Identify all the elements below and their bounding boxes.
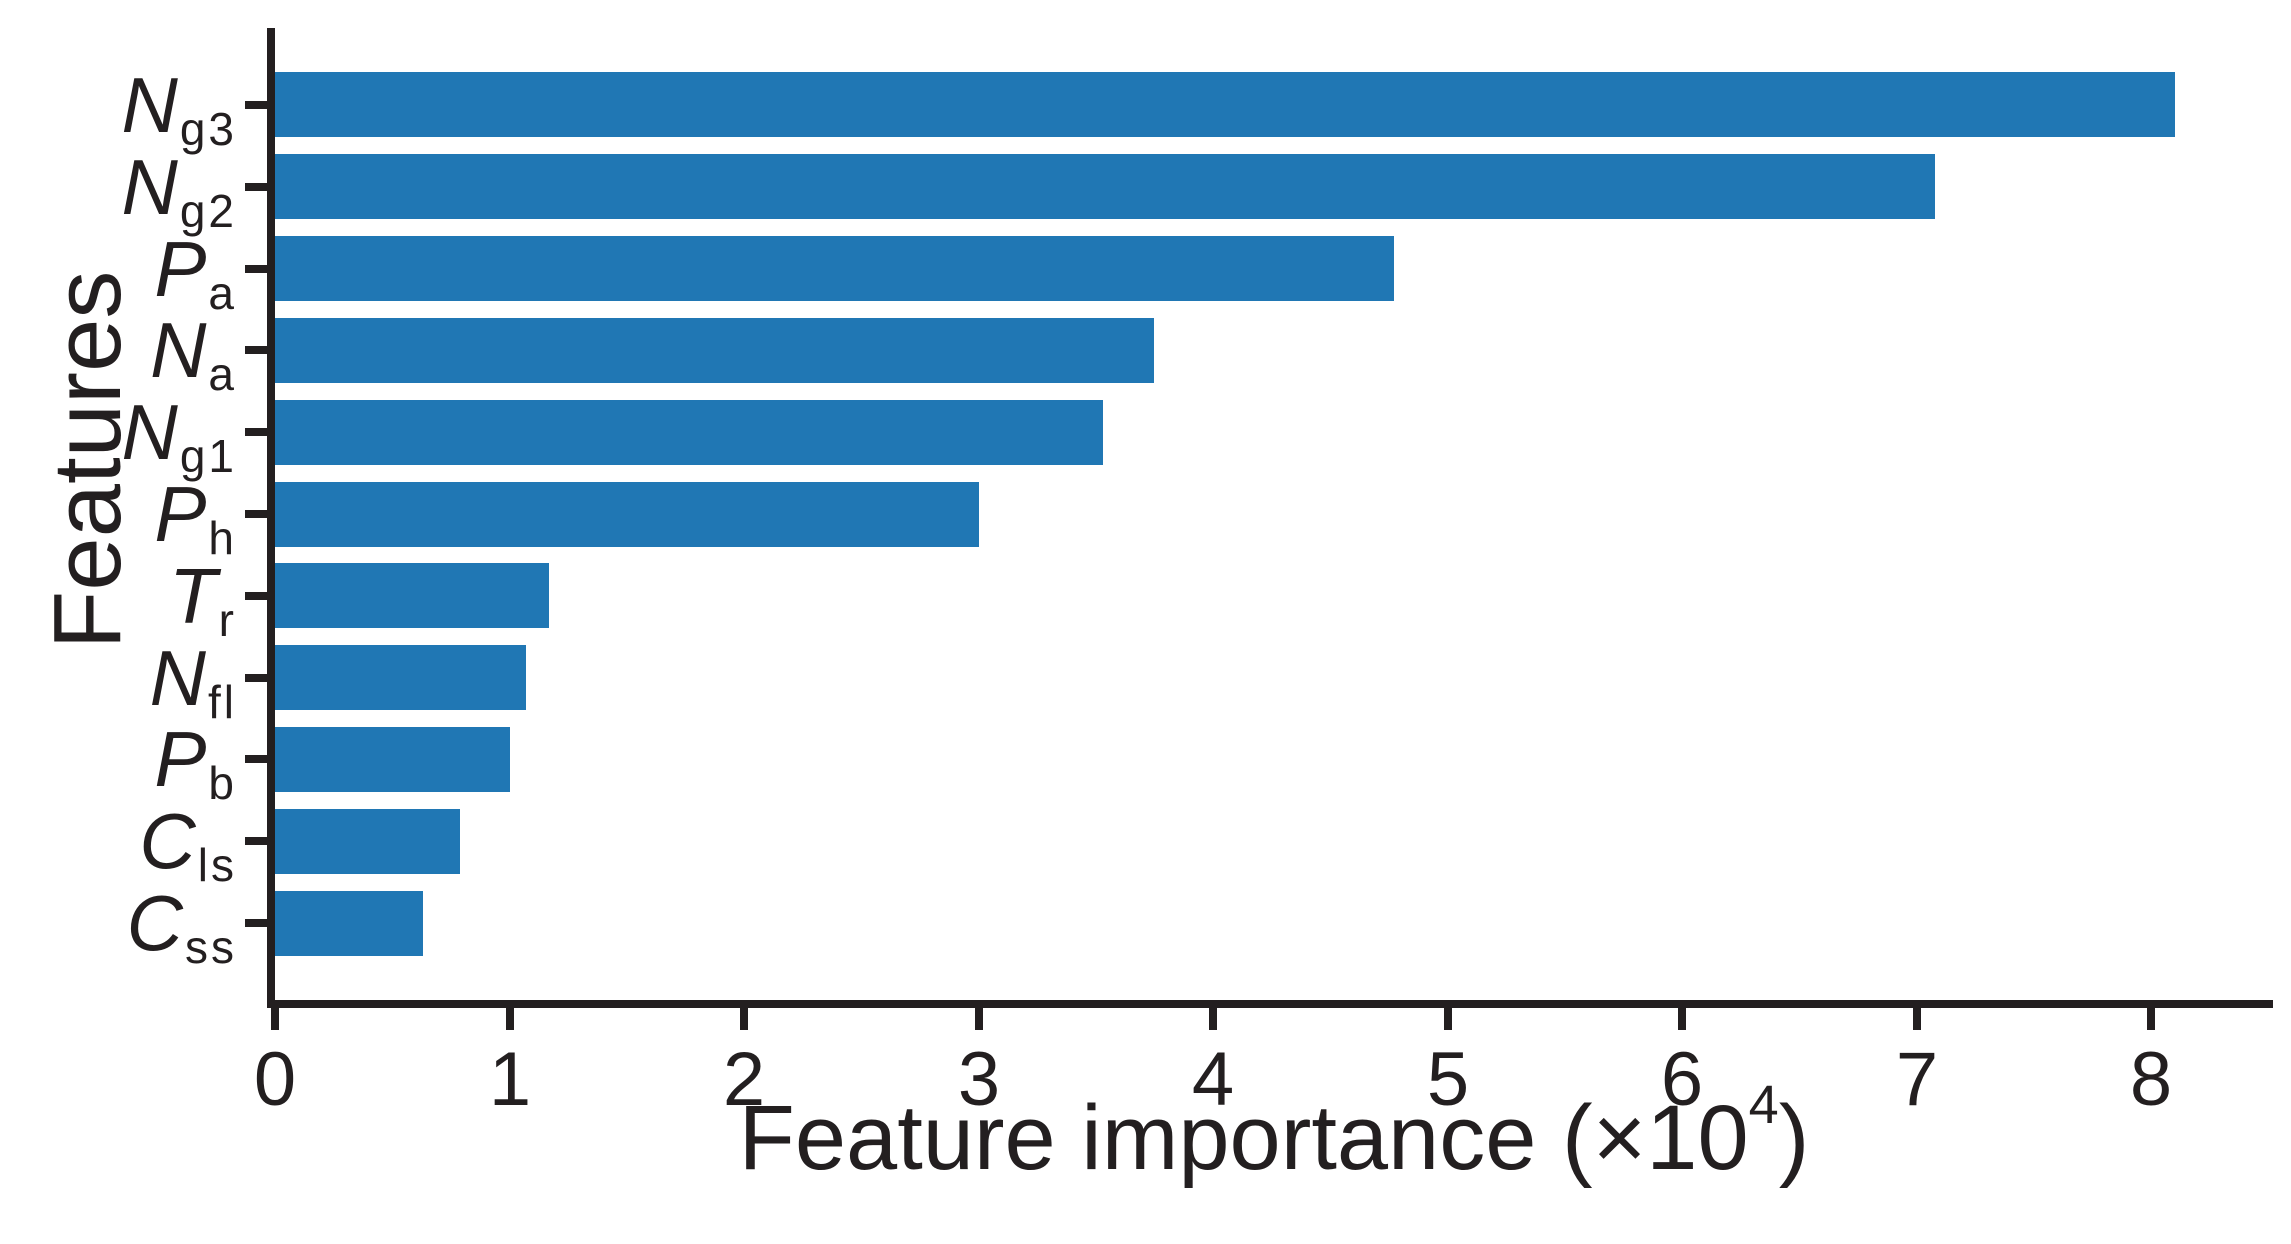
feature-subscript: g2 bbox=[179, 185, 237, 237]
feature-symbol: N bbox=[121, 388, 178, 476]
bar-Pb bbox=[275, 727, 510, 792]
feature-subscript: ss bbox=[185, 921, 237, 973]
x-tick bbox=[1444, 1000, 1452, 1030]
x-tick bbox=[2147, 1000, 2155, 1030]
x-tick-label: 6 bbox=[1660, 1037, 1704, 1122]
x-tick bbox=[1678, 1000, 1686, 1030]
x-axis-label-text: Feature importance (×10 bbox=[738, 1087, 1749, 1189]
feature-symbol: N bbox=[121, 61, 178, 149]
feature-subscript: fl bbox=[208, 676, 237, 728]
x-tick-label: 0 bbox=[253, 1037, 297, 1122]
feature-symbol: N bbox=[150, 306, 207, 394]
feature-symbol: T bbox=[169, 552, 217, 640]
x-tick-label: 4 bbox=[1191, 1037, 1235, 1122]
y-tick bbox=[245, 674, 267, 682]
y-tick bbox=[245, 510, 267, 518]
y-tick bbox=[245, 265, 267, 273]
x-tick-label: 3 bbox=[957, 1037, 1001, 1122]
y-tick bbox=[245, 428, 267, 436]
bar-Cls bbox=[275, 809, 460, 874]
x-axis-label-superscript: 4 bbox=[1748, 1075, 1779, 1135]
feature-subscript: b bbox=[208, 757, 237, 809]
x-tick-label: 7 bbox=[1895, 1037, 1939, 1122]
feature-symbol: P bbox=[154, 470, 207, 558]
feature-symbol: C bbox=[139, 797, 196, 885]
x-tick bbox=[1913, 1000, 1921, 1030]
x-axis-label-close: ) bbox=[1778, 1087, 1810, 1189]
bar-Css bbox=[275, 891, 423, 956]
feature-subscript: a bbox=[208, 348, 237, 400]
bar-Ng3 bbox=[275, 72, 2175, 137]
x-tick-label: 1 bbox=[488, 1037, 532, 1122]
x-tick-label: 5 bbox=[1426, 1037, 1470, 1122]
y-tick bbox=[245, 101, 267, 109]
feature-symbol: P bbox=[154, 225, 207, 313]
x-tick-label: 2 bbox=[722, 1037, 766, 1122]
bar-Tr bbox=[275, 563, 549, 628]
x-tick-label: 8 bbox=[2129, 1037, 2173, 1122]
x-tick bbox=[271, 1000, 279, 1030]
feature-subscript: a bbox=[208, 267, 237, 319]
y-tick bbox=[245, 837, 267, 845]
feature-subscript: ls bbox=[197, 839, 237, 891]
y-tick bbox=[245, 755, 267, 763]
bar-Nfl bbox=[275, 645, 526, 710]
feature-subscript: g3 bbox=[179, 103, 237, 155]
y-tick bbox=[245, 346, 267, 354]
feature-symbol: N bbox=[149, 634, 206, 722]
y-tick bbox=[245, 592, 267, 600]
feature-subscript: r bbox=[218, 594, 237, 646]
bar-Ng1 bbox=[275, 400, 1103, 465]
bar-Pa bbox=[275, 236, 1394, 301]
feature-symbol: P bbox=[154, 715, 207, 803]
feature-symbol: C bbox=[126, 879, 183, 967]
y-tick bbox=[245, 183, 267, 191]
x-tick bbox=[975, 1000, 983, 1030]
x-axis-label: Feature importance (×104) bbox=[739, 1078, 1810, 1184]
bar-Ph bbox=[275, 482, 979, 547]
feature-subscript: h bbox=[208, 512, 237, 564]
feature-symbol: N bbox=[121, 143, 178, 231]
x-tick bbox=[1209, 1000, 1217, 1030]
x-tick bbox=[740, 1000, 748, 1030]
bar-Ng2 bbox=[275, 154, 1935, 219]
x-tick bbox=[506, 1000, 514, 1030]
feature-subscript: g1 bbox=[179, 430, 237, 482]
bar-Na bbox=[275, 318, 1154, 383]
y-tick bbox=[245, 919, 267, 927]
